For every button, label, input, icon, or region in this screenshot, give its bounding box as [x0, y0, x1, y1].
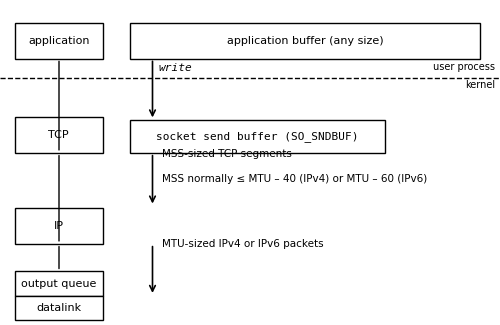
Bar — [15, 296, 102, 320]
Text: TCP: TCP — [48, 130, 69, 140]
Text: application buffer (any size): application buffer (any size) — [226, 36, 384, 46]
Bar — [15, 117, 102, 153]
Text: socket send buffer (SO_SNDBUF): socket send buffer (SO_SNDBUF) — [156, 131, 359, 142]
Text: MSS normally ≤ MTU – 40 (IPv4) or MTU – 60 (IPv6): MSS normally ≤ MTU – 40 (IPv4) or MTU – … — [162, 174, 428, 184]
Text: IP: IP — [54, 221, 64, 231]
Bar — [15, 23, 102, 58]
Text: write: write — [159, 63, 192, 73]
Text: MSS-sized TCP segments: MSS-sized TCP segments — [162, 149, 292, 159]
Bar — [130, 23, 480, 58]
Bar — [130, 120, 385, 153]
Text: output queue: output queue — [21, 279, 96, 289]
Text: kernel: kernel — [465, 80, 495, 90]
Text: user process: user process — [433, 62, 495, 72]
Text: application: application — [28, 36, 90, 46]
Text: datalink: datalink — [36, 303, 82, 313]
Text: MTU-sized IPv4 or IPv6 packets: MTU-sized IPv4 or IPv6 packets — [162, 239, 324, 249]
Bar — [15, 208, 102, 244]
Bar — [15, 271, 102, 296]
